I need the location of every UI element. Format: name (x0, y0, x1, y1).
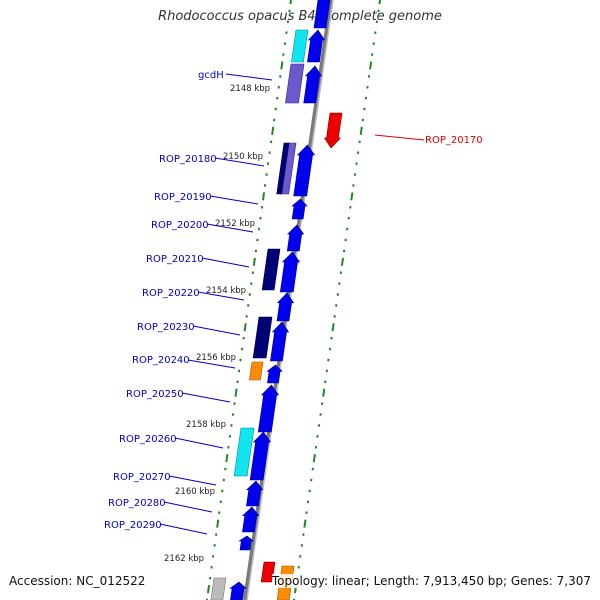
gene-arrow (238, 535, 255, 551)
gene-label-rop-20170: ROP_20170 (425, 135, 483, 146)
gene-label-rop-20240: ROP_20240 (132, 355, 190, 366)
major-tick (243, 323, 247, 332)
gene-label-rop-20180: ROP_20180 (159, 154, 217, 165)
major-tick (234, 388, 238, 397)
gene-arrow (276, 292, 295, 322)
gene-arrow (249, 431, 272, 481)
major-tick (378, 0, 382, 5)
left-tick-track (205, 0, 293, 600)
gene-arrow (249, 361, 264, 381)
gene-arrow (303, 65, 323, 104)
leader-line-rop-20290 (159, 523, 208, 535)
gene-arrow (245, 480, 264, 507)
major-tick (340, 257, 345, 266)
gene-label-rop-20270: ROP_20270 (113, 472, 171, 483)
gene-arrow (285, 63, 305, 104)
ruler-label: 2152 kbp (215, 219, 255, 229)
gene-label-rop-20200: ROP_20200 (151, 220, 209, 231)
gene-arrow (257, 384, 280, 433)
gene-label-gcdh: gcdH (198, 70, 224, 81)
leader-line-rop-20230 (192, 325, 241, 336)
major-tick (350, 192, 354, 201)
major-tick (252, 257, 256, 266)
major-tick (289, 0, 293, 5)
gene-arrow (210, 577, 227, 600)
ruler-label: 2154 kbp (206, 286, 246, 296)
topology-text: Topology: linear; Length: 7,913,450 bp; … (271, 574, 591, 588)
feature-layer (210, 0, 343, 600)
leader-line-rop-20180 (214, 157, 265, 167)
major-tick (312, 454, 316, 463)
label-layer: 2148 kbp 2150 kbp 2152 kbp 2154 kbp 2156 kbp… (104, 70, 483, 564)
ruler-label: 2150 kbp (223, 152, 263, 162)
gene-arrow (229, 581, 247, 600)
major-tick (216, 519, 220, 528)
gene-label-rop-20190: ROP_20190 (154, 192, 212, 203)
gene-arrow (276, 142, 290, 195)
gene-arrow (252, 316, 273, 359)
major-tick (261, 192, 266, 201)
gene-label-rop-20290: ROP_20290 (104, 520, 162, 531)
gene-arrow (313, 0, 331, 29)
ruler-label: 2158 kbp (186, 420, 226, 430)
major-tick (369, 61, 373, 70)
gene-arrow (293, 144, 316, 197)
leader-line-rop-20200 (206, 223, 254, 233)
gene-label-rop-20280: ROP_20280 (108, 498, 166, 509)
gene-arrow (241, 506, 260, 533)
gene-arrow (279, 251, 301, 293)
ruler-label: 2148 kbp (230, 84, 270, 94)
leader-line-rop-20260 (174, 437, 224, 449)
gene-label-rop-20210: ROP_20210 (146, 254, 204, 265)
accession-text: Accession: NC_012522 (9, 574, 146, 588)
gene-label-rop-20230: ROP_20230 (137, 322, 195, 333)
gene-arrow (291, 198, 308, 220)
gene-arrow (261, 248, 281, 291)
gene-label-rop-20260: ROP_20260 (119, 434, 177, 445)
gene-arrow (270, 321, 290, 362)
ruler-label: 2162 kbp (164, 554, 204, 564)
gene-label-rop-20250: ROP_20250 (126, 389, 184, 400)
leader-line-rop-20220 (197, 291, 245, 301)
major-tick (359, 126, 363, 136)
leader-line-rop-20250 (181, 392, 231, 403)
major-tick (303, 519, 307, 528)
leader-line-rop-20170 (374, 134, 425, 141)
gene-arrow (307, 29, 326, 63)
gene-arrow (286, 224, 305, 252)
gene-label-rop-20220: ROP_20220 (142, 288, 200, 299)
gene-arrow-rop-20170 (323, 112, 343, 149)
leader-line-gcdh (225, 73, 273, 81)
major-tick (322, 388, 326, 397)
ruler-label: 2156 kbp (196, 353, 236, 363)
major-tick (225, 454, 229, 463)
map-title: Rhodococcus opacus B4, complete genome (158, 9, 442, 24)
gene-arrow (291, 29, 309, 63)
major-tick (206, 584, 211, 594)
leader-line-rop-20240 (187, 359, 236, 369)
leader-line-rop-20210 (201, 257, 250, 268)
major-tick (331, 323, 335, 332)
major-tick (271, 126, 275, 136)
gene-arrow (266, 364, 283, 384)
leader-line-rop-20270 (168, 475, 217, 486)
leader-line-rop-20190 (209, 195, 259, 205)
leader-line-rop-20280 (163, 501, 213, 513)
major-tick (280, 61, 284, 70)
gene-arrow (233, 427, 255, 477)
right-tick-track (292, 0, 382, 600)
ruler-label: 2160 kbp (175, 487, 215, 497)
